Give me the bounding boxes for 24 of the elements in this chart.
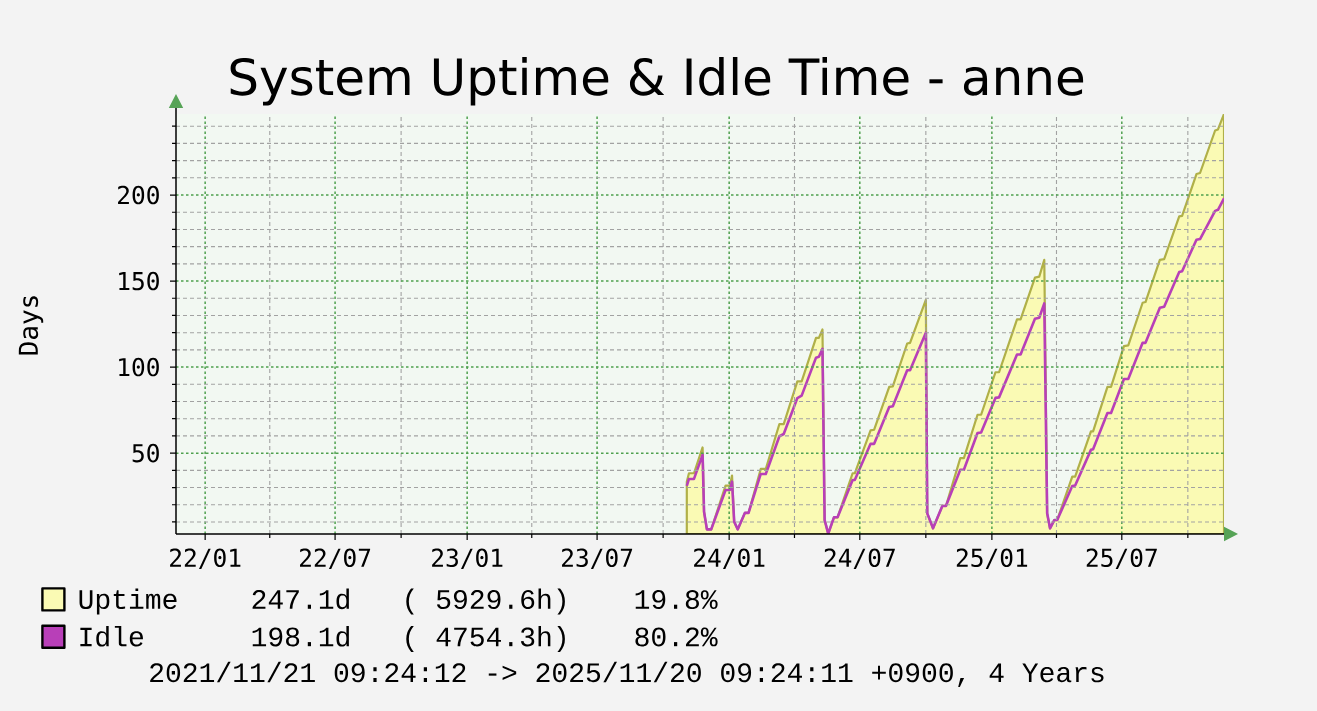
x-tick-label: 23/07 [562, 548, 633, 569]
y-tick-label: 50 [132, 443, 159, 463]
x-tick-label: 22/01 [170, 548, 241, 569]
text: 247.1d [252, 588, 349, 610]
text: 80.2% [635, 627, 718, 647]
x-tick-label: 25/01 [956, 548, 1028, 569]
y-axis-title: Days [18, 296, 44, 355]
text: 2021/11/21 09:24:12 -> 2025/11/20 09:24:11 +0900, 4 Years [150, 661, 1104, 687]
x-tick-label: 24/07 [824, 548, 895, 569]
y-tick-label: 150 [119, 271, 159, 291]
legend-label: Idle [80, 625, 143, 647]
y-tick-label: 200 [118, 185, 159, 205]
y-tick-label: 100 [119, 357, 159, 377]
x-tick-label: 24/01 [694, 548, 765, 569]
chart-title: System Uptime & Idle Time - anne [230, 57, 1084, 106]
text: ( 4754.3h) [406, 625, 565, 653]
x-tick-label: 25/07 [1086, 548, 1157, 569]
text: ( 5929.6h) [406, 588, 565, 615]
line-series [685, 197, 1225, 534]
x-tick-label: 23/01 [432, 548, 503, 569]
x-tick-label: 22/07 [300, 548, 371, 569]
text: 198.1d [252, 625, 349, 647]
legend-label: Uptime [79, 588, 177, 615]
text: 19.8% [635, 590, 718, 610]
